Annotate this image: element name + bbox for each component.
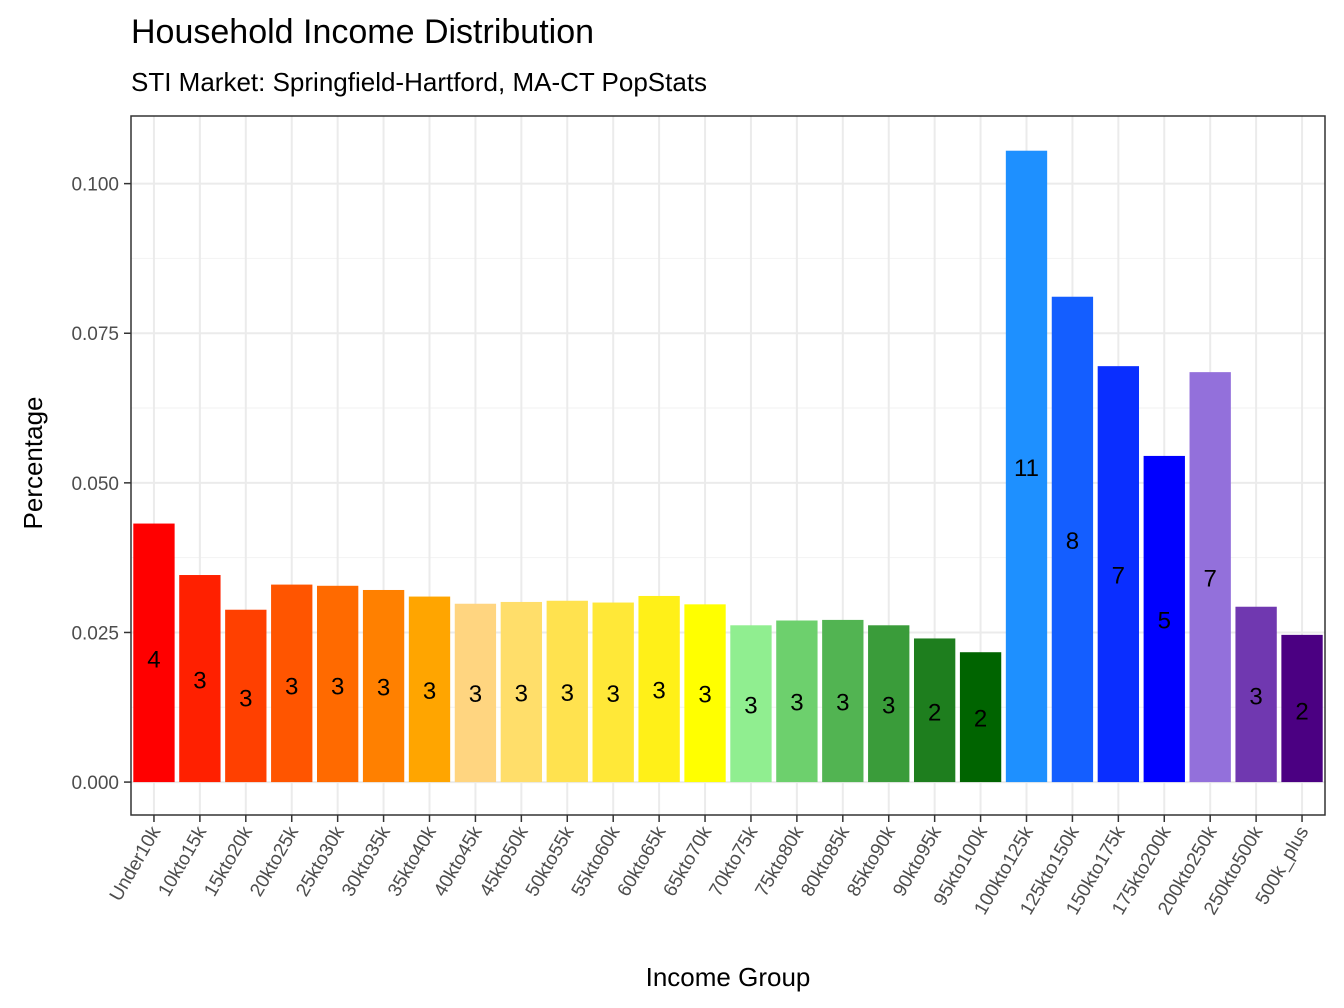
- bar-65kto70k: [684, 604, 726, 783]
- x-axis: Under10k10kto15k15kto20k20kto25k25kto30k…: [106, 815, 1313, 919]
- bar-count-label: 3: [790, 689, 803, 716]
- bar-250kto500k: [1235, 606, 1277, 783]
- bar-500k_plus: [1281, 634, 1323, 783]
- chart-title: Household Income Distribution: [131, 13, 594, 51]
- bar-175kto200k: [1143, 455, 1185, 783]
- bar-80kto85k: [822, 619, 864, 783]
- bar-90kto95k: [913, 638, 956, 783]
- bar-count-label: 2: [928, 700, 941, 727]
- y-tick-label: 0.025: [71, 623, 119, 644]
- bar-70kto75k: [730, 625, 772, 783]
- bar-40kto45k: [454, 603, 497, 783]
- bar-35kto40k: [408, 596, 451, 783]
- bar-count-label: 3: [423, 678, 436, 705]
- bar-count-label: 3: [744, 692, 757, 719]
- bar-count-label: 3: [331, 673, 344, 700]
- bar-count-label: 3: [882, 692, 895, 719]
- bar-count-label: 3: [1249, 684, 1262, 711]
- y-tick-label: 0.000: [71, 773, 119, 794]
- bar-count-label: 3: [469, 681, 482, 708]
- bar-count-label: 3: [515, 681, 528, 708]
- x-tick-label: Under10k: [106, 823, 166, 905]
- bar-count-label: 11: [1014, 455, 1039, 482]
- bar-count-label: 2: [1295, 698, 1308, 725]
- bar-count-label: 7: [1204, 566, 1217, 593]
- bars: [133, 150, 1323, 783]
- bar-95kto100k: [959, 652, 1002, 783]
- bar-count-label: 4: [147, 646, 160, 673]
- y-tick-label: 0.075: [71, 324, 119, 345]
- bar-count-label: 3: [377, 675, 390, 702]
- bar-count-label: 3: [698, 682, 711, 709]
- bar-count-label: 3: [239, 685, 252, 712]
- plot-panel-border: [130, 115, 1326, 816]
- bar-Under10k: [133, 523, 175, 783]
- y-axis: 0.000 0.025 0.050 0.075 0.100: [71, 175, 131, 794]
- bar-30kto35k: [362, 589, 405, 783]
- bar-count-label: 3: [193, 667, 206, 694]
- bar-count-label: 3: [561, 680, 574, 707]
- bar-75kto80k: [776, 620, 818, 783]
- bar-count-label: 2: [974, 706, 987, 733]
- bar-count-label: 3: [836, 689, 849, 716]
- bar-200kto250k: [1189, 372, 1231, 783]
- bar-count-label: 5: [1158, 608, 1171, 635]
- bar-count-label: 8: [1066, 528, 1079, 555]
- y-axis-title: Percentage: [18, 397, 48, 530]
- bar-25kto30k: [316, 585, 359, 783]
- bar-45kto50k: [500, 601, 543, 783]
- x-axis-title: Income Group: [646, 962, 811, 992]
- y-tick-label: 0.050: [71, 474, 119, 495]
- bar-125kto150k: [1051, 296, 1094, 783]
- bar-labels: 4 3 3 3 3 3 3 3 3 3 3 3 3 3 3 3 3 2 2 11 8 7 5 7 3 2: [147, 455, 1308, 733]
- bar-10kto15k: [179, 575, 221, 783]
- bar-15kto20k: [225, 609, 267, 783]
- bar-60kto65k: [638, 595, 680, 783]
- y-tick-label: 0.100: [71, 175, 119, 196]
- bar-count-label: 7: [1112, 563, 1125, 590]
- bar-count-label: 3: [607, 681, 620, 708]
- chart-subtitle: STI Market: Springfield-Hartford, MA-CT …: [131, 67, 707, 97]
- bar-20kto25k: [271, 584, 313, 783]
- bar-100kto125k: [1005, 150, 1048, 783]
- bar-count-label: 3: [652, 678, 665, 705]
- bar-85kto90k: [868, 625, 910, 783]
- bar-50kto55k: [546, 600, 588, 783]
- bar-55kto60k: [592, 602, 634, 783]
- bar-150kto175k: [1097, 366, 1140, 783]
- bar-count-label: 3: [285, 673, 298, 700]
